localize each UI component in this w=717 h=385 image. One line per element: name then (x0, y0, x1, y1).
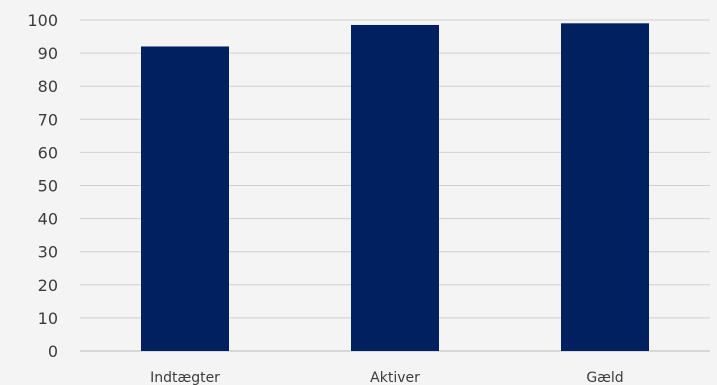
y-tick-label-90: 90 (38, 44, 58, 63)
y-axis-ticks: 0 10 20 30 40 50 60 70 80 90 100 (27, 11, 58, 361)
y-tick-label-10: 10 (38, 309, 58, 328)
bar-1 (141, 46, 229, 351)
y-tick-label-30: 30 (38, 243, 58, 262)
bars (141, 23, 649, 352)
y-tick-label-70: 70 (38, 110, 58, 129)
bar-2 (351, 24, 439, 352)
y-tick-label-40: 40 (38, 210, 58, 229)
x-category-label-1: Indtægter (150, 370, 220, 385)
x-axis-labels: Indtægter Aktiver Gæld (150, 370, 624, 385)
y-tick-label-50: 50 (38, 177, 58, 196)
y-tick-label-60: 60 (38, 143, 58, 162)
y-tick-label-20: 20 (38, 276, 58, 295)
y-tick-label-0: 0 (48, 342, 58, 361)
y-tick-label-100: 100 (27, 11, 58, 30)
x-category-label-2: Aktiver (370, 370, 420, 385)
y-tick-label-80: 80 (38, 77, 58, 96)
x-category-label-3: Gæld (586, 370, 623, 385)
bar-3 (561, 23, 649, 352)
